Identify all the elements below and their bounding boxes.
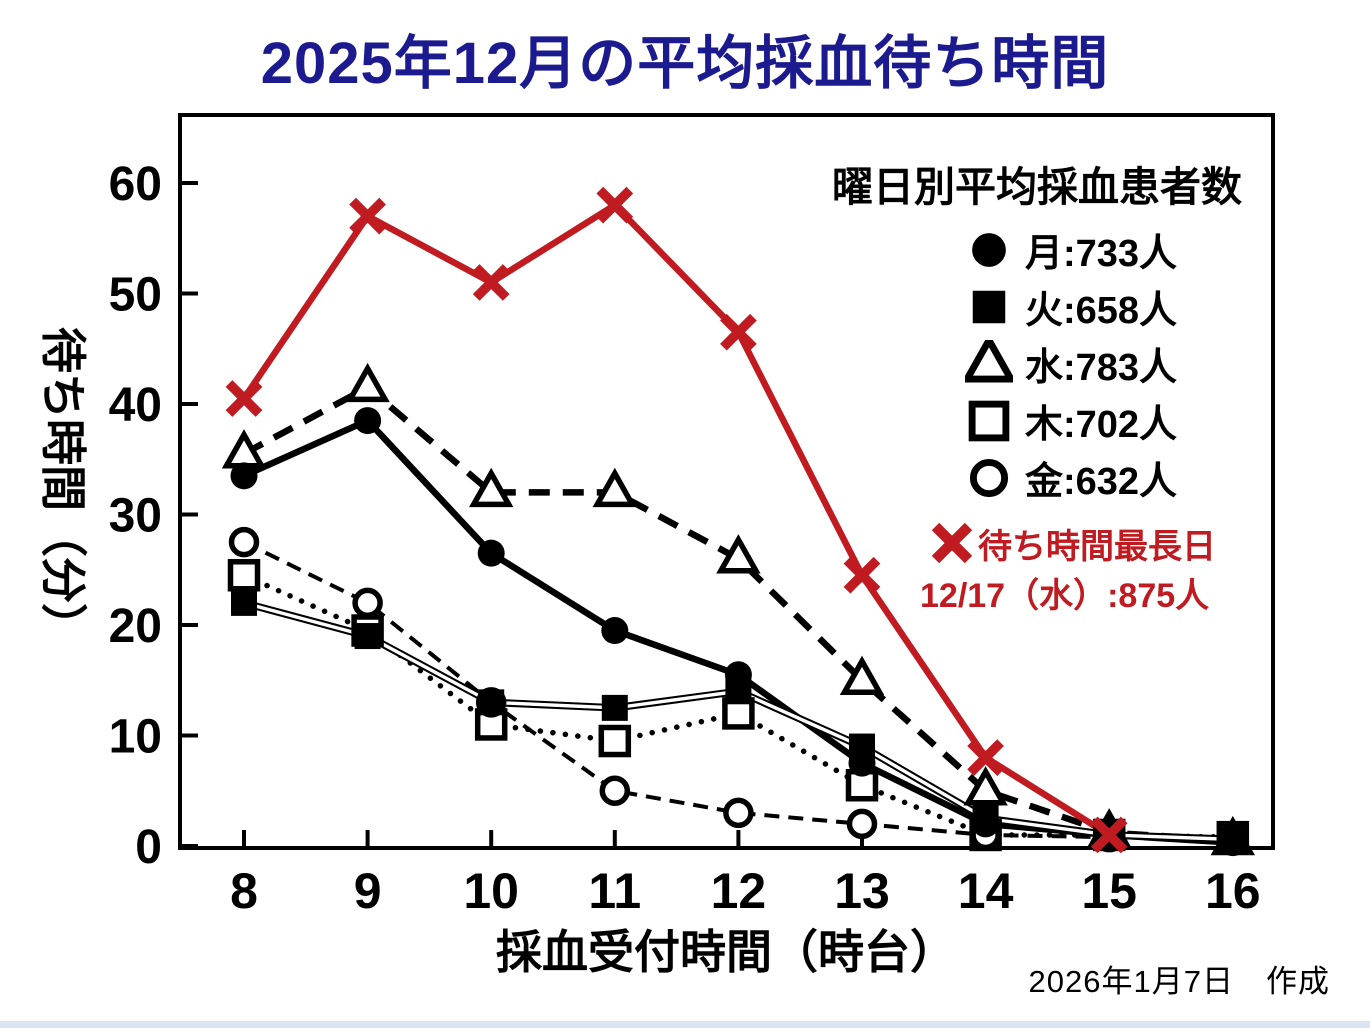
legend-item-thu: 木:702人 — [965, 392, 1292, 449]
x-tick-label: 10 — [463, 863, 519, 919]
x-cross-icon — [932, 523, 972, 563]
series-markers-max — [225, 186, 1128, 854]
y-tick-label: 40 — [109, 379, 162, 432]
x-tick-label: 9 — [354, 863, 382, 919]
x-tick-label: 16 — [1205, 863, 1261, 919]
x-tick-label: 13 — [834, 863, 890, 919]
y-tick-label: 20 — [109, 600, 162, 653]
x-cross-marker — [1090, 816, 1128, 854]
legend-items: 月:733人 火:658人 水:783人 木:702人 金:632人 — [832, 221, 1292, 506]
x-cross-marker — [932, 523, 972, 563]
x-tick-label: 15 — [1081, 863, 1137, 919]
filled-circle-marker — [724, 661, 752, 689]
filled-square-marker — [231, 589, 257, 616]
legend: 曜日別平均採血患者数 月:733人 火:658人 水:783人 木:702人 金:632… — [832, 163, 1292, 616]
y-tick-label: 10 — [109, 711, 162, 764]
x-cross-marker — [596, 186, 634, 224]
legend-item-label: 火:658人 — [1025, 290, 1178, 332]
x-tick-label: 14 — [958, 863, 1014, 919]
filled-circle-marker — [1219, 829, 1247, 857]
filled-circle-marker — [972, 810, 1000, 838]
filled-square-marker — [354, 623, 381, 650]
open-circle-marker — [599, 775, 631, 806]
x-tick-label: 8 — [230, 863, 258, 919]
open-triangle-marker — [468, 467, 514, 508]
open-circle-marker — [969, 458, 1009, 497]
open-circle-marker — [723, 797, 754, 829]
open-triangle-marker — [592, 467, 638, 508]
open-triangle-marker — [345, 362, 390, 403]
filled-circle-marker — [354, 407, 382, 435]
filled-square-marker — [601, 694, 628, 721]
legend-max-day: 待ち時間最長日 12/17（水）:875人 — [832, 518, 1292, 616]
legend-item-mon: 月:733人 — [965, 221, 1292, 278]
open-square-icon — [968, 400, 1010, 441]
filled-circle-marker — [848, 749, 876, 777]
x-tick-label: 11 — [588, 863, 641, 919]
y-tick-label: 0 — [135, 821, 162, 874]
x-cross-marker — [225, 380, 263, 417]
filled-square-marker — [972, 290, 1006, 323]
legend-item-tue: 火:658人 — [965, 278, 1292, 335]
filled-circle-marker — [477, 539, 505, 567]
y-tick-label: 60 — [109, 158, 162, 211]
filled-square-icon — [972, 290, 1006, 323]
legend-item-label: 月:733人 — [1025, 233, 1178, 275]
series-line-wed — [242, 383, 1234, 844]
chart-title: 2025年12月の平均採血待ち時間 — [260, 31, 1110, 96]
x-cross-marker — [967, 739, 1004, 776]
date-note: 2026年1月7日 作成 — [1028, 964, 1330, 999]
legend-title: 曜日別平均採血患者数 — [832, 164, 1242, 210]
x-cross-marker — [349, 197, 386, 235]
open-circle-icon — [969, 458, 1009, 497]
open-triangle-icon — [965, 339, 1013, 382]
legend-item-label: 水:783人 — [1025, 347, 1178, 389]
legend-item-label: 木:702人 — [1025, 404, 1178, 446]
open-triangle-marker — [965, 339, 1013, 382]
plot-frame — [178, 113, 1275, 850]
legend-item-fri: 金:632人 — [965, 449, 1292, 506]
open-square-marker — [227, 559, 261, 592]
open-square-marker — [598, 724, 632, 758]
filled-circle-marker — [230, 462, 258, 490]
legend-item-wed: 水:783人 — [965, 335, 1292, 392]
open-circle-marker — [846, 808, 878, 840]
x-axis-label: 採血受付時間（時台） — [496, 926, 956, 978]
x-cross-marker — [720, 313, 757, 351]
legend-max-label: 待ち時間最長日 — [978, 527, 1216, 566]
open-triangle-marker — [839, 655, 885, 695]
x-cross-marker — [472, 264, 510, 301]
filled-square-marker — [478, 689, 505, 716]
bottom-strip — [0, 1021, 1370, 1028]
y-tick-label: 30 — [109, 490, 162, 543]
open-square-marker — [968, 400, 1010, 441]
legend-max-row: 待ち時間最長日 — [932, 518, 1292, 568]
open-triangle-marker — [716, 534, 761, 574]
y-tick-label: 50 — [109, 269, 162, 322]
y-axis-label: 待ち時間（分） — [37, 327, 89, 649]
open-circle-marker — [352, 587, 383, 619]
filled-circle-marker — [972, 232, 1006, 267]
legend-max-sublabel: 12/17（水）:875人 — [920, 577, 1210, 615]
open-circle-marker — [228, 526, 260, 558]
x-cross-marker — [843, 556, 881, 594]
legend-item-label: 金:632人 — [1025, 461, 1178, 503]
filled-circle-icon — [972, 232, 1006, 267]
x-tick-label: 12 — [711, 863, 767, 919]
open-triangle-marker — [963, 766, 1008, 806]
series-line-max — [241, 200, 1111, 838]
filled-circle-marker — [601, 617, 629, 645]
